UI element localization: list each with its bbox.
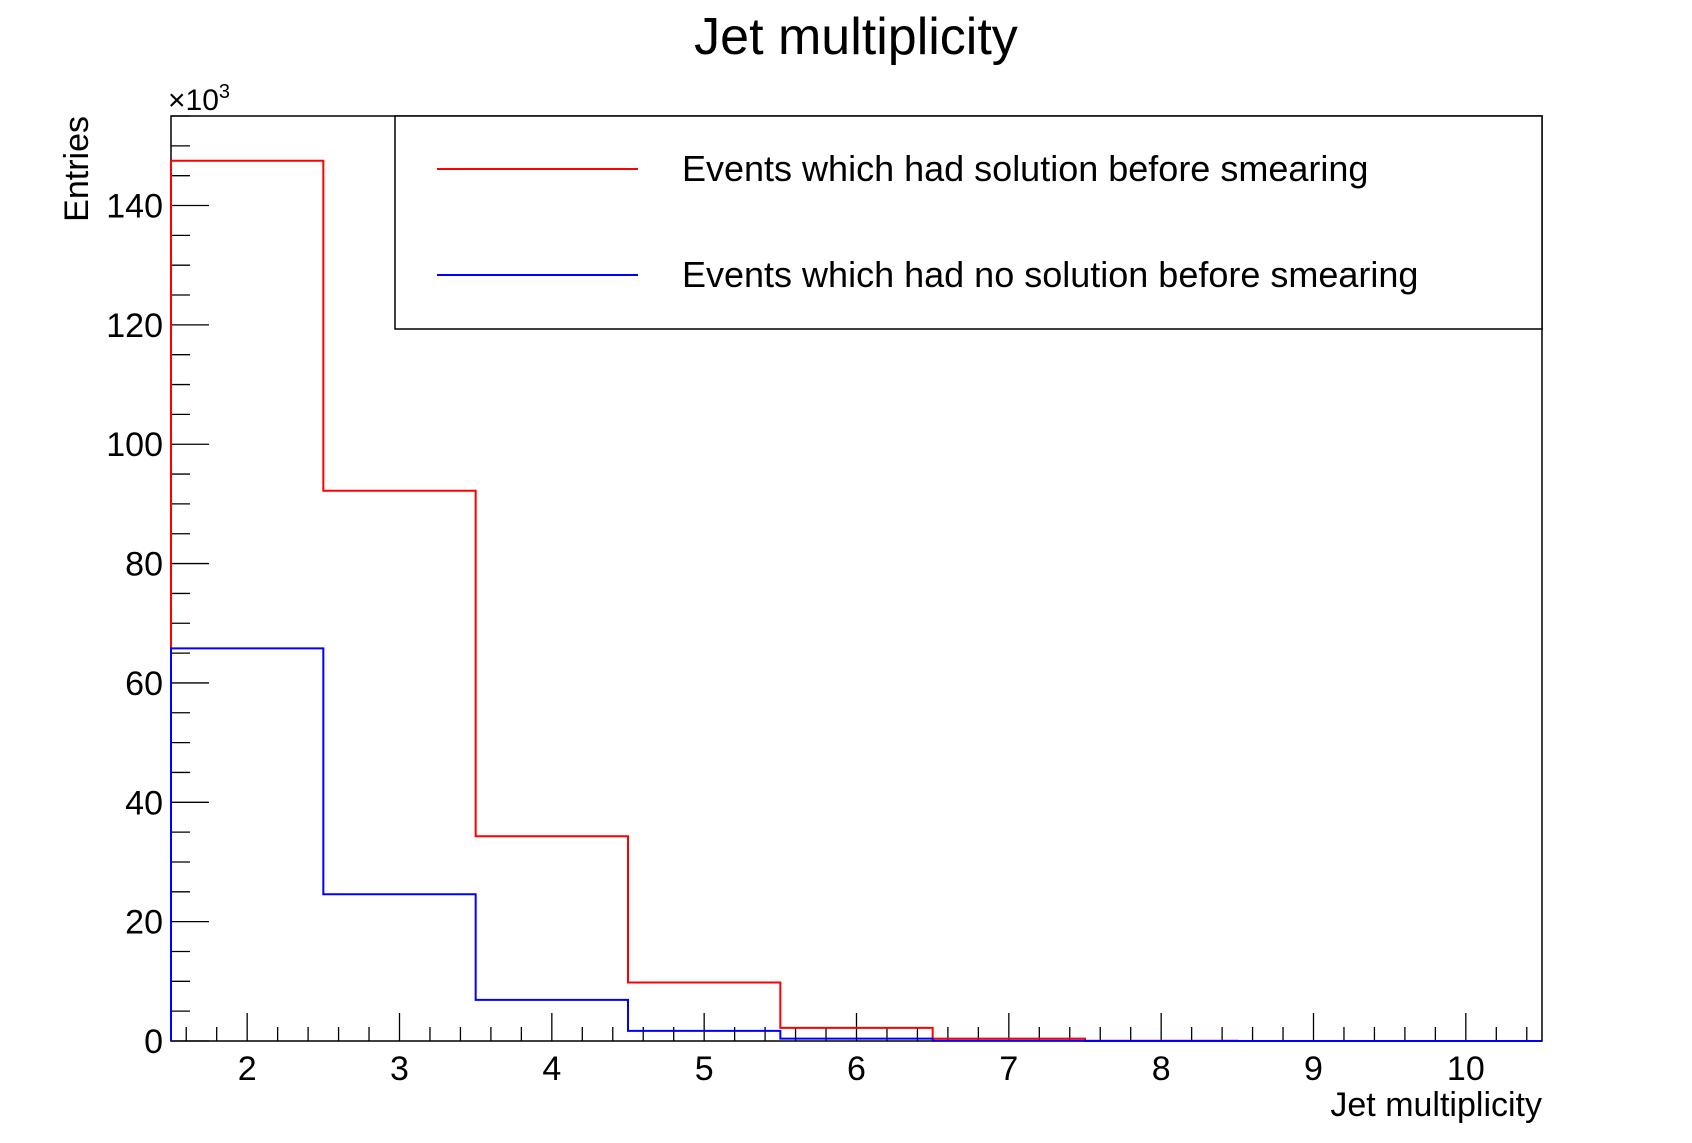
chart-title: Jet multiplicity <box>694 8 1018 66</box>
y-axis-multiplier: ×103 <box>168 81 230 117</box>
legend-label-series-1: Events which had solution before smearin… <box>682 148 1368 189</box>
x-tick-label: 10 <box>1447 1050 1485 1088</box>
y-tick-label: 40 <box>125 784 163 822</box>
x-tick-label: 6 <box>847 1050 866 1088</box>
x-tick-label: 4 <box>542 1050 561 1088</box>
x-tick-label: 9 <box>1304 1050 1323 1088</box>
x-tick-label: 7 <box>999 1050 1018 1088</box>
y-tick-label: 60 <box>125 665 163 703</box>
y-tick-label: 140 <box>106 188 163 226</box>
y-axis-label: Entries <box>58 116 96 222</box>
series-layer <box>170 159 1542 1042</box>
legend-label-series-2: Events which had no solution before smea… <box>682 254 1418 295</box>
x-tick-label: 2 <box>238 1050 257 1088</box>
x-axis-label: Jet multiplicity <box>1330 1086 1542 1124</box>
y-tick-label: 100 <box>106 426 163 464</box>
y-tick-label: 20 <box>125 904 163 942</box>
x-tick-label: 5 <box>695 1050 714 1088</box>
x-tick-label: 8 <box>1152 1050 1171 1088</box>
legend-box <box>394 115 1543 330</box>
series-2-step-line <box>170 647 1542 1042</box>
y-tick-label: 120 <box>106 307 163 345</box>
y-multiplier-base: ×10 <box>168 84 219 117</box>
x-tick-label: 3 <box>390 1050 409 1088</box>
axis-ticks <box>171 115 1528 1042</box>
y-tick-label: 80 <box>125 546 163 584</box>
svg-text:×103: ×103 <box>168 81 230 117</box>
y-multiplier-exponent: 3 <box>219 81 230 103</box>
legend: Events which had solution before smearin… <box>394 115 1543 330</box>
y-tick-label: 0 <box>144 1023 163 1061</box>
